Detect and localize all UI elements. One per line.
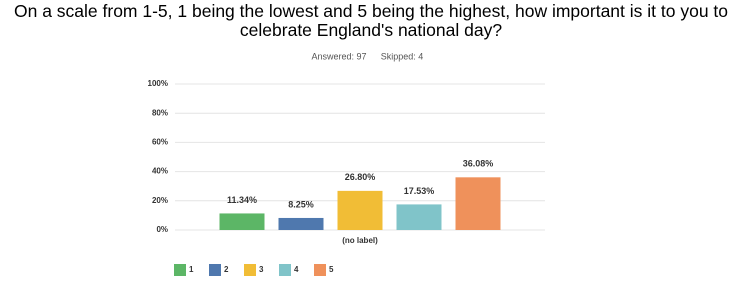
legend-swatch — [314, 264, 326, 276]
legend-label: 3 — [259, 265, 264, 274]
y-tick-label: 60% — [152, 138, 168, 147]
y-tick-label: 40% — [152, 167, 168, 176]
value-label: 26.80% — [345, 172, 376, 182]
skipped: Skipped: 4 — [381, 51, 424, 61]
legend-swatch — [279, 264, 291, 276]
bar — [219, 213, 265, 230]
x-tick-label: (no label) — [342, 236, 378, 245]
answered: Answered: 97 — [311, 51, 366, 61]
y-tick-label: 20% — [152, 196, 168, 205]
bar — [337, 190, 383, 230]
value-label: 17.53% — [404, 186, 435, 196]
y-tick-label: 100% — [148, 79, 168, 88]
chart-title: On a scale from 1-5, 1 being the lowest … — [13, 1, 729, 40]
y-tick-label: 0% — [156, 225, 168, 234]
bar — [278, 217, 324, 230]
legend-label: 1 — [189, 265, 194, 274]
value-label: 11.34% — [227, 195, 257, 205]
legend-swatch — [174, 264, 186, 276]
value-label: 36.08% — [463, 159, 494, 169]
legend-swatch — [244, 264, 256, 276]
legend-swatch — [209, 264, 221, 276]
bar — [455, 177, 501, 230]
legend-label: 2 — [224, 265, 229, 274]
value-label: 8.25% — [288, 199, 314, 209]
y-tick-label: 80% — [152, 108, 168, 117]
bar — [396, 204, 442, 230]
legend-label: 4 — [294, 265, 299, 274]
legend-label: 5 — [329, 265, 334, 274]
